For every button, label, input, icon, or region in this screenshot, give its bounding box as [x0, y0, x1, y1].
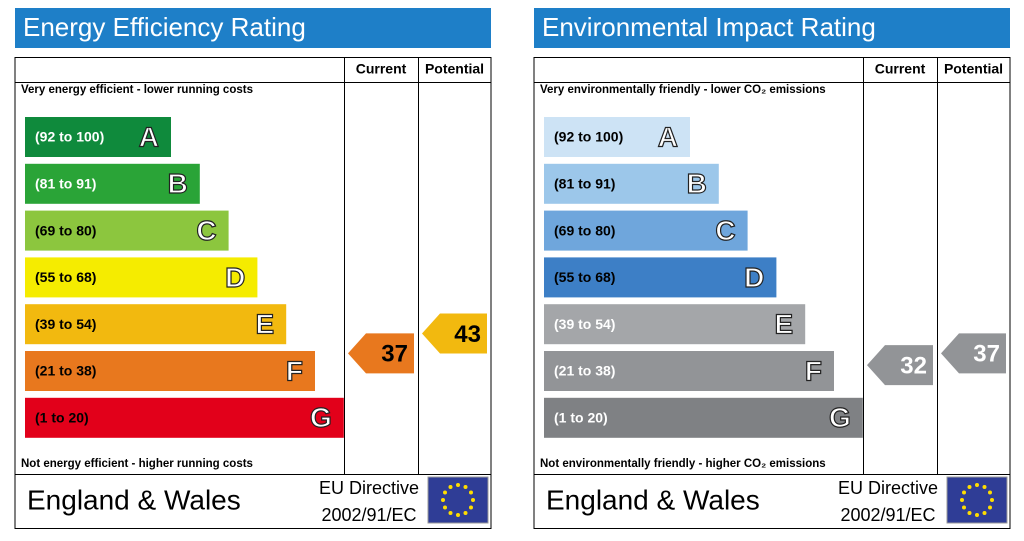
frame [14, 57, 492, 529]
band-range: (69 to 80) [554, 222, 615, 238]
flag-star [962, 490, 967, 495]
flag-star [463, 485, 468, 490]
rating-arrow [348, 333, 414, 374]
band-letter: C [196, 215, 216, 246]
directive: EU Directive [838, 478, 938, 498]
band-range: (92 to 100) [35, 129, 104, 145]
band-letter: B [687, 168, 707, 199]
band-letter: G [829, 402, 851, 433]
flag-star [967, 510, 972, 515]
band-range: (39 to 54) [554, 316, 615, 332]
column-header: Current [875, 61, 926, 77]
flag-star [982, 510, 987, 515]
band [25, 163, 200, 204]
bottom-note: Not energy efficient - higher running co… [21, 458, 253, 470]
band-letter: F [805, 355, 822, 386]
flag-star [441, 498, 445, 502]
flag-star [443, 505, 448, 510]
rating-value: 37 [381, 341, 408, 368]
band-range: (1 to 20) [35, 410, 89, 426]
flag-star [962, 505, 967, 510]
flag-star [463, 510, 468, 515]
rating-value: 43 [454, 321, 481, 348]
flag-star [456, 483, 460, 487]
band [544, 257, 777, 298]
band-letter: B [168, 168, 188, 199]
flag-star [443, 490, 448, 495]
band-range: (39 to 54) [35, 316, 96, 332]
band [544, 397, 863, 438]
frame [533, 57, 1011, 529]
band-letter: A [658, 121, 678, 152]
band [25, 397, 344, 438]
band-letter: G [310, 402, 332, 433]
rating-value: 32 [900, 352, 927, 379]
flag-star [468, 490, 473, 495]
flag-star [456, 513, 460, 517]
band [544, 351, 834, 391]
band-letter: E [256, 309, 275, 340]
flag-star [987, 490, 992, 495]
band [544, 304, 806, 345]
flag-star [468, 505, 473, 510]
band-range: (69 to 80) [35, 222, 96, 238]
band [544, 210, 748, 251]
flag-star [967, 485, 972, 490]
region: England & Wales [27, 484, 241, 515]
rating-arrow [867, 345, 933, 386]
band-letter: C [715, 215, 735, 246]
region: England & Wales [546, 484, 760, 515]
band-letter: F [286, 355, 303, 386]
band-letter: D [225, 262, 245, 293]
band-range: (55 to 68) [35, 269, 96, 285]
flag-star [987, 505, 992, 510]
top-note: Very environmentally friendly - lower CO… [540, 84, 826, 96]
bottom-note: Not environmentally friendly - higher CO… [540, 458, 826, 470]
band [25, 304, 287, 345]
column-header: Potential [944, 61, 1003, 77]
band-range: (1 to 20) [554, 410, 608, 426]
title-bar [534, 8, 1010, 48]
rating-arrow [422, 313, 487, 354]
band [544, 163, 719, 204]
band-range: (81 to 91) [554, 176, 615, 192]
directive: EU Directive [319, 478, 419, 498]
flag-star [448, 510, 453, 515]
band [25, 257, 258, 298]
column-header: Potential [425, 61, 484, 77]
title-bar [15, 8, 491, 48]
band-range: (21 to 38) [35, 363, 96, 379]
band [25, 117, 171, 157]
title: Energy Efficiency Rating [23, 12, 306, 42]
flag-star [975, 483, 979, 487]
title: Environmental Impact Rating [542, 12, 876, 42]
flag-star [448, 485, 453, 490]
flag-star [960, 498, 964, 502]
flag-star [990, 498, 994, 502]
flag-star [471, 498, 475, 502]
rating-arrow [941, 333, 1006, 374]
top-note: Very energy efficient - lower running co… [21, 84, 253, 96]
band-letter: E [775, 309, 794, 340]
band-range: (81 to 91) [35, 176, 96, 192]
band-range: (92 to 100) [554, 129, 623, 145]
band [544, 117, 690, 157]
flag-star [975, 513, 979, 517]
column-header: Current [356, 61, 407, 77]
rating-value: 37 [973, 341, 1000, 368]
band [25, 210, 229, 251]
band-range: (21 to 38) [554, 363, 615, 379]
band-range: (55 to 68) [554, 269, 615, 285]
band-letter: D [744, 262, 764, 293]
directive: 2002/91/EC [840, 505, 935, 525]
directive: 2002/91/EC [321, 505, 416, 525]
band-letter: A [139, 121, 159, 152]
band [25, 351, 315, 391]
flag-star [982, 485, 987, 490]
